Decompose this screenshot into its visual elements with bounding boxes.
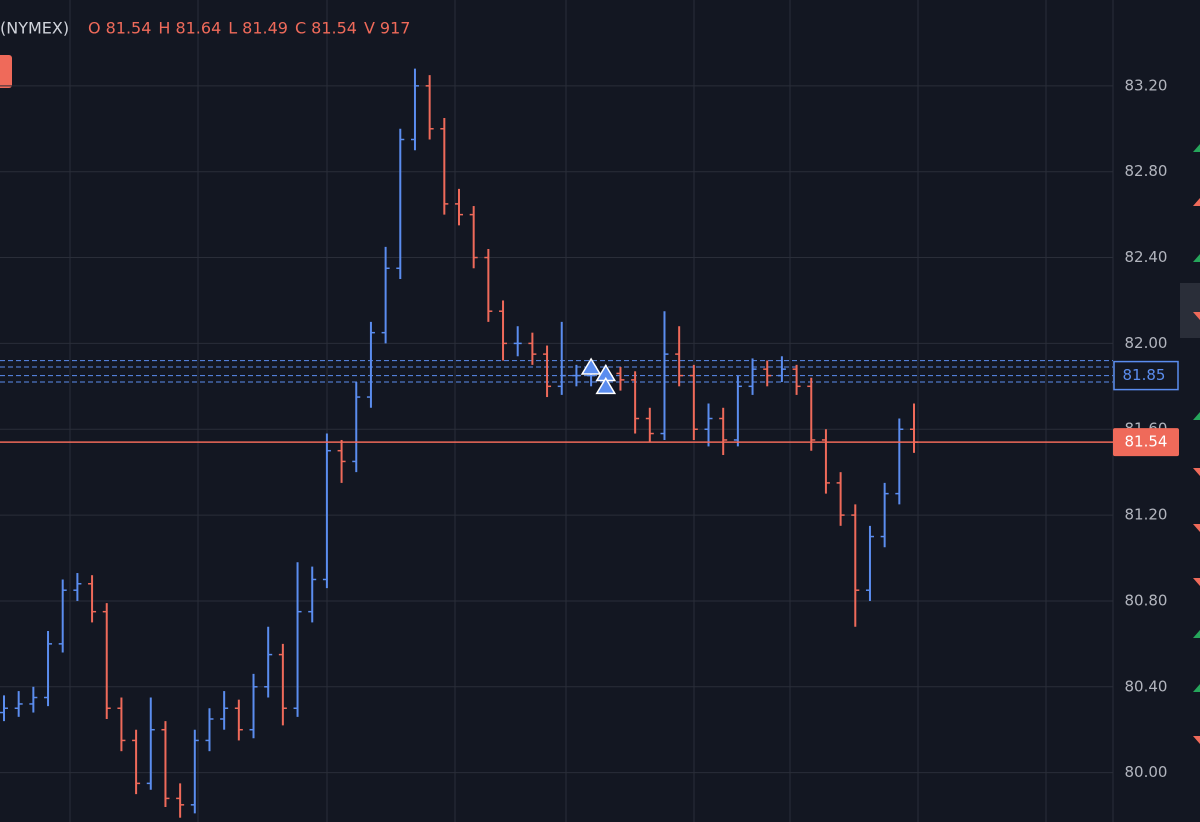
ohlc-legend: O 81.54 H 81.64 L 81.49 C 81.54 V 917	[88, 19, 410, 38]
legend-value: 917	[380, 19, 411, 38]
signal-marker	[580, 357, 602, 375]
symbol: (NYMEX)	[0, 19, 69, 38]
side-arrow	[1193, 468, 1200, 476]
signal-marker	[595, 376, 617, 395]
legend-label: C	[295, 19, 306, 38]
current-price-label: 81.54	[1125, 433, 1168, 451]
legend-label: H	[158, 19, 170, 38]
side-arrow	[1193, 412, 1200, 420]
side-arrow	[1193, 684, 1200, 692]
current-price-tag	[1113, 428, 1179, 457]
y-tick-label: 81.20	[1125, 506, 1168, 524]
scroll-handle[interactable]	[1180, 283, 1200, 338]
legend-label: O	[88, 19, 101, 38]
side-arrow	[1193, 254, 1200, 262]
side-arrow	[1193, 312, 1200, 320]
y-tick-label: 80.00	[1125, 763, 1168, 781]
legend-value: 81.49	[242, 19, 288, 38]
side-arrow	[1193, 578, 1200, 586]
y-tick-label: 83.20	[1125, 76, 1168, 94]
legend-label: L	[228, 19, 237, 38]
level-tag	[1113, 360, 1179, 391]
side-arrow	[1193, 144, 1200, 152]
legend-value: 81.54	[311, 19, 357, 38]
legend-label: V	[364, 19, 375, 38]
side-arrow	[1193, 630, 1200, 638]
time-grid	[69, 0, 1047, 822]
y-tick-label: 82.80	[1125, 162, 1168, 180]
y-tick-label: 80.80	[1125, 591, 1168, 609]
legend-value: 81.64	[175, 19, 221, 38]
alert-button[interactable]	[0, 55, 12, 88]
y-tick-label: 80.40	[1125, 677, 1168, 695]
side-arrow	[1193, 736, 1200, 744]
y-tick-label: 82.40	[1125, 248, 1168, 266]
legend-value: 81.54	[106, 19, 152, 38]
side-arrow	[1193, 524, 1200, 532]
side-arrows	[1193, 144, 1200, 744]
y-tick-label: 82.00	[1125, 334, 1168, 352]
level-label: 81.85	[1123, 366, 1166, 384]
side-arrow	[1193, 198, 1200, 206]
